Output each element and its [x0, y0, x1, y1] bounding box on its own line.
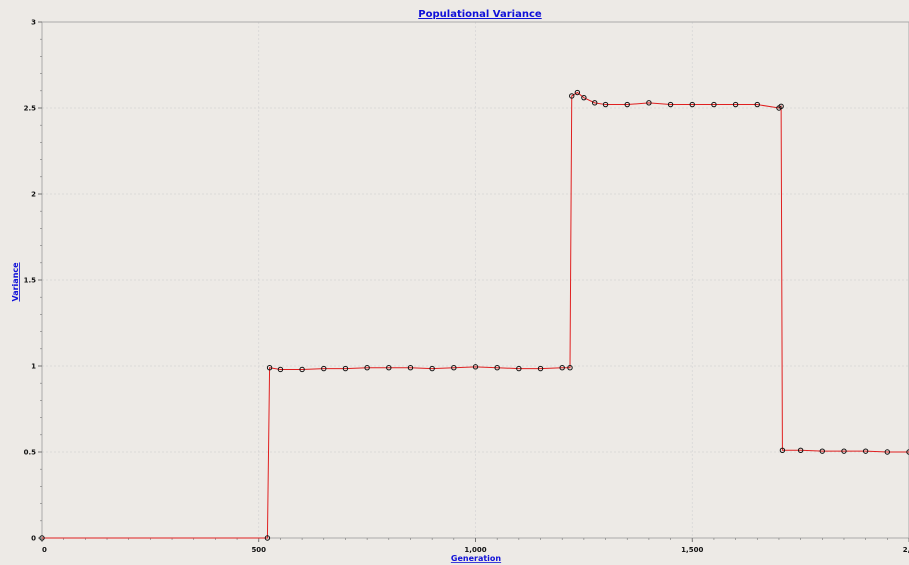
- y-tick-label: 1.5: [24, 277, 37, 285]
- data-point: [732, 101, 739, 108]
- data-point: [797, 447, 804, 453]
- data-point: [884, 449, 891, 455]
- y-tick-label: 0.5: [24, 449, 37, 457]
- data-point: [342, 365, 349, 372]
- data-point: [574, 89, 581, 96]
- x-tick-label: 1,500: [681, 546, 703, 554]
- x-axis-title[interactable]: Generation: [451, 554, 502, 563]
- y-tick-label: 2: [31, 191, 36, 199]
- data-point: [819, 448, 825, 454]
- data-point: [321, 365, 327, 372]
- data-point: [624, 101, 630, 108]
- y-axis-title[interactable]: Variance: [11, 262, 20, 302]
- data-point: [667, 101, 674, 108]
- series-layer: [39, 89, 909, 541]
- data-point: [494, 365, 500, 371]
- x-tick-label: 2,0: [903, 546, 909, 554]
- data-point: [592, 100, 598, 106]
- data-point: [711, 101, 717, 108]
- data-point: [386, 365, 392, 371]
- y-tick-label: 1: [31, 363, 36, 371]
- chart-title[interactable]: Populational Variance: [418, 9, 542, 20]
- data-point: [778, 103, 784, 109]
- data-point: [754, 101, 760, 108]
- data-point: [364, 365, 370, 371]
- data-point: [567, 365, 573, 371]
- y-tick-label: 3: [31, 19, 36, 27]
- data-point: [264, 535, 271, 541]
- series-line: [42, 91, 909, 539]
- y-tick-label: 2.5: [24, 105, 37, 113]
- data-point: [39, 535, 45, 541]
- y-tick-label: 0: [31, 535, 36, 543]
- data-point: [602, 101, 609, 108]
- data-point: [841, 448, 847, 454]
- data-point: [862, 448, 869, 454]
- data-point: [266, 365, 273, 371]
- data-point: [537, 365, 544, 372]
- grid-layer: [42, 22, 909, 538]
- data-point: [779, 447, 786, 453]
- data-point: [299, 366, 305, 373]
- data-point: [472, 364, 479, 370]
- data-point: [407, 365, 414, 371]
- data-point: [277, 366, 284, 373]
- data-point: [559, 365, 565, 371]
- axis-layer: 0 500 1,000 1,500 2,0 0 0.5 1 1.5 2 2.5 3: [24, 19, 909, 554]
- data-point: [516, 365, 522, 372]
- data-point: [646, 100, 652, 106]
- data-point: [451, 365, 457, 371]
- data-point: [429, 365, 435, 372]
- x-tick-label: 0: [42, 546, 47, 554]
- data-point: [689, 101, 695, 108]
- x-tick-label: 1,000: [464, 546, 486, 554]
- data-point: [581, 94, 587, 101]
- data-point: [569, 93, 575, 99]
- x-tick-label: 500: [251, 546, 266, 554]
